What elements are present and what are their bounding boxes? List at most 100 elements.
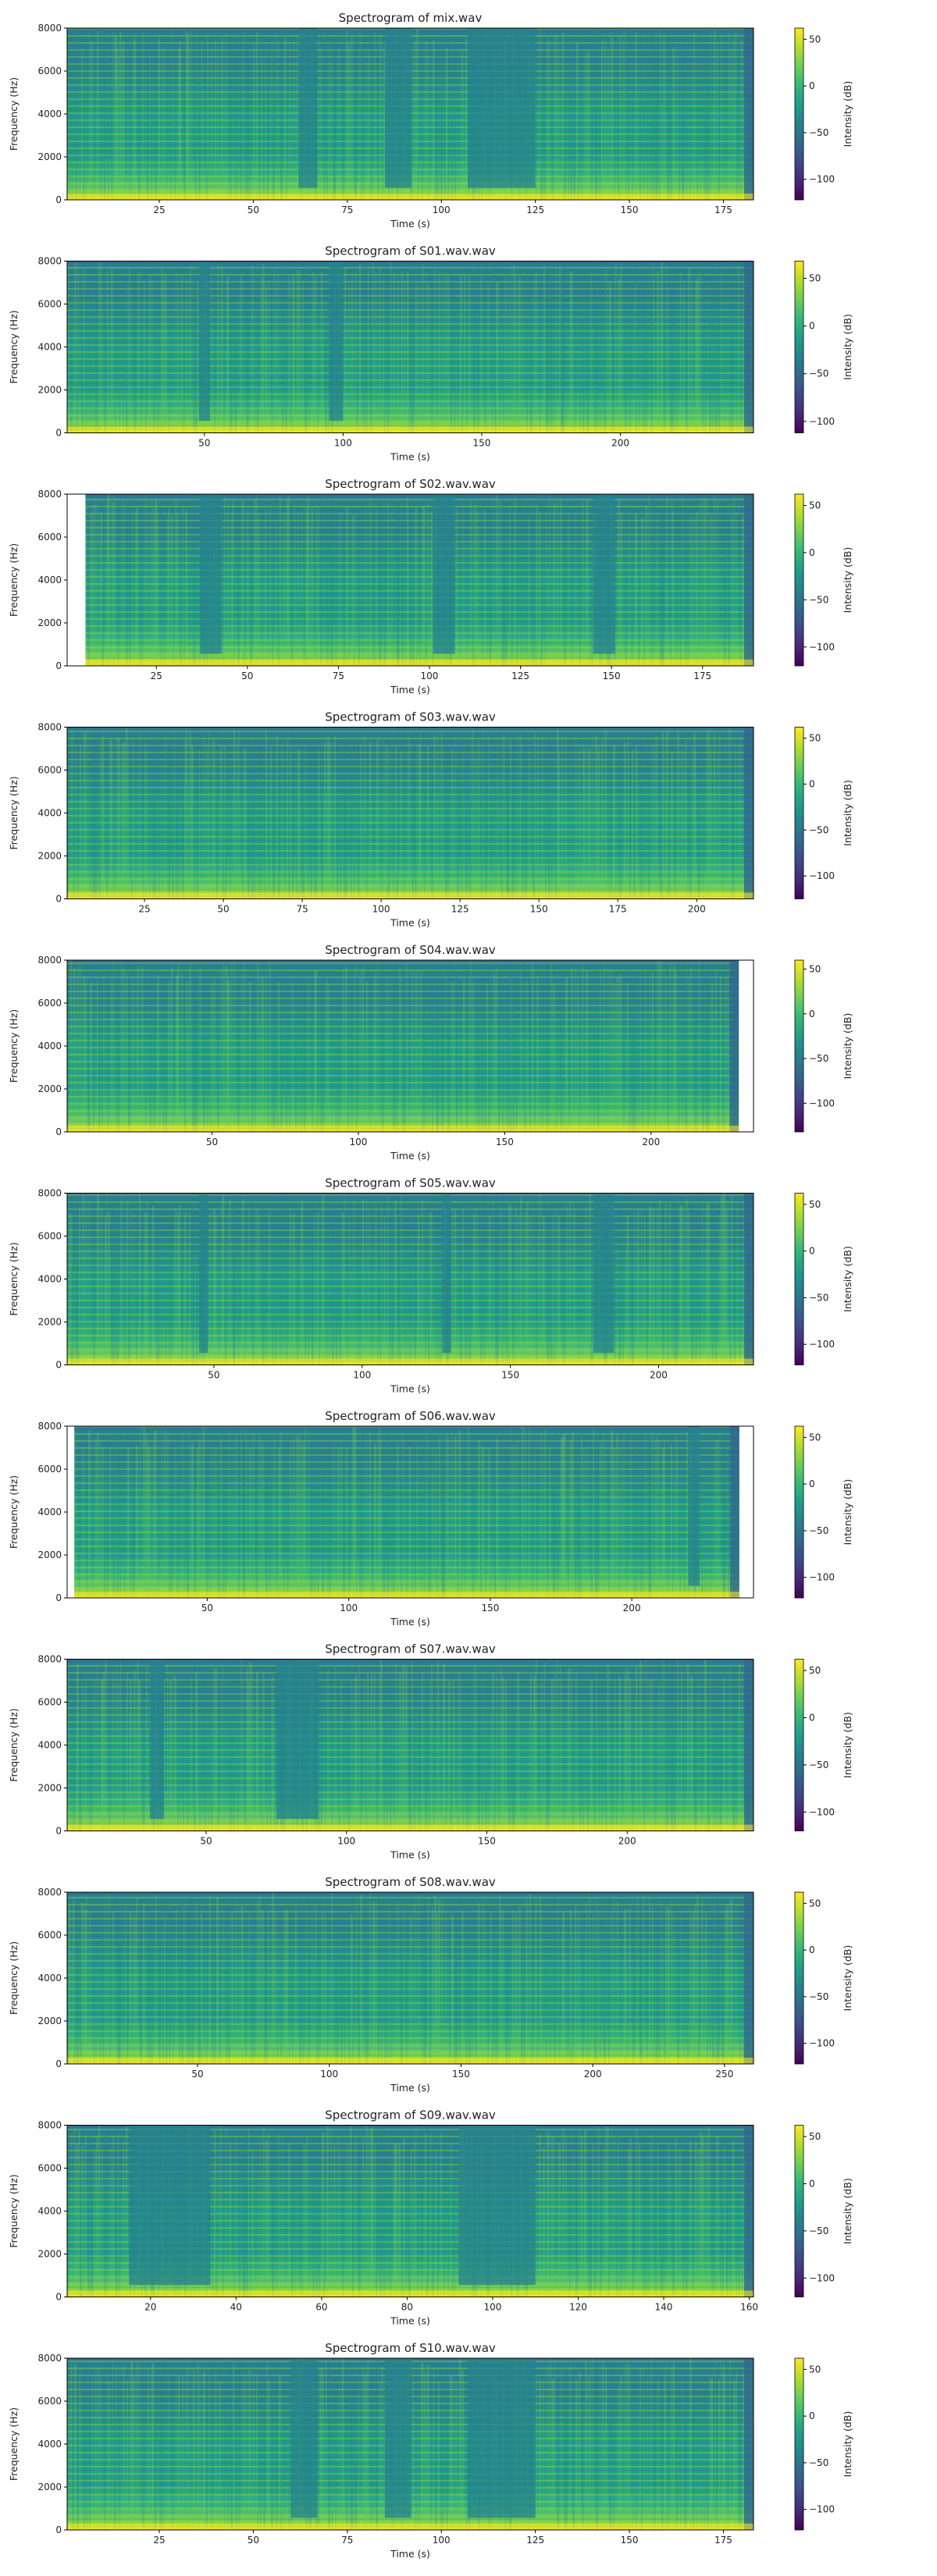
x-tick-label: 200 (611, 438, 629, 449)
colorbar-tick-label: −50 (809, 368, 828, 379)
x-tick-label: 125 (451, 904, 469, 915)
x-tick-label: 75 (296, 904, 308, 915)
spectrogram-image (67, 1659, 754, 1831)
colorbar-label: Intensity (dB) (842, 547, 853, 614)
colorbar-tick-label: −50 (809, 1525, 828, 1536)
colorbar: 50 0 −50 −100 Intensity (dB) (794, 1659, 853, 1831)
x-tick-label: 50 (198, 438, 210, 449)
y-tick-label: 4000 (37, 109, 62, 119)
y-tick-label: 0 (55, 1826, 62, 1837)
colorbar-label: Intensity (dB) (842, 1945, 853, 2012)
colorbar-label: Intensity (dB) (842, 1479, 853, 1546)
colorbar: 50 0 −50 −100 Intensity (dB) (794, 1425, 853, 1599)
colorbar-tick-label: −100 (809, 2038, 835, 2049)
y-tick-label: 4000 (37, 1041, 62, 1051)
x-tick-label: 175 (714, 2535, 732, 2546)
x-tick-label: 150 (603, 671, 621, 681)
x-tick-label: 125 (526, 2535, 544, 2546)
y-tick-label: 2000 (37, 2482, 62, 2492)
x-tick-label: 200 (642, 1137, 660, 1147)
colorbar: 50 0 −50 −100 Intensity (dB) (794, 727, 853, 899)
colorbar-label: Intensity (dB) (842, 314, 853, 380)
quiet-segment (290, 2358, 318, 2518)
y-tick-label: 0 (55, 2058, 62, 2069)
quiet-segment (458, 2125, 536, 2286)
spectrogram-panel: Spectrogram of S10.wav.wav 25 50 75 100 125 15… (8, 2341, 853, 2560)
spectrogram-image (67, 1193, 754, 1365)
colorbar: 50 0 −50 −100 Intensity (dB) (794, 959, 853, 1133)
y-axis-label: Frequency (Hz) (8, 1941, 20, 2015)
y-tick-label: 6000 (37, 2396, 62, 2407)
y-tick-label: 8000 (37, 955, 62, 966)
colorbar-tick-label: −50 (809, 127, 828, 138)
y-tick-label: 8000 (37, 23, 62, 34)
colorbar-tick-label: −100 (809, 642, 835, 653)
spectrogram-image (67, 2125, 754, 2297)
y-tick-label: 4000 (37, 1973, 62, 1984)
colorbar: 50 0 −50 −100 Intensity (dB) (794, 27, 853, 201)
colorbar-tick-label: −50 (809, 2457, 828, 2468)
x-tick-label: 200 (584, 2069, 602, 2080)
y-axis-label: Frequency (Hz) (8, 543, 20, 617)
chart-title: Spectrogram of S07.wav.wav (325, 1642, 496, 1656)
colorbar-tick-label: 0 (809, 80, 815, 91)
x-tick-label: 175 (609, 904, 627, 915)
y-tick-label: 8000 (37, 1654, 62, 1665)
x-tick-label: 175 (714, 205, 732, 215)
chart-title: Spectrogram of S08.wav.wav (325, 1875, 496, 1889)
colorbar-label: Intensity (dB) (842, 780, 853, 846)
y-axis-label: Frequency (Hz) (8, 776, 20, 849)
x-axis-label: Time (s) (390, 1150, 430, 1162)
spectrogram-image (67, 727, 754, 899)
colorbar-tick-label: 50 (809, 500, 821, 511)
colorbar-tick-label: −100 (809, 870, 835, 881)
spectrogram-image (67, 1892, 754, 2064)
colorbar-tick-label: 50 (809, 1199, 821, 1210)
quiet-segment (593, 494, 615, 654)
colorbar-tick-label: −100 (809, 1339, 835, 1350)
x-axis-label: Time (s) (390, 1383, 430, 1395)
x-tick-label: 150 (472, 438, 490, 449)
y-tick-label: 8000 (37, 256, 62, 267)
colorbar-tick-label: −100 (809, 2504, 835, 2515)
x-tick-label: 250 (715, 2069, 733, 2080)
colorbar-tick-label: 50 (809, 733, 821, 744)
x-axis-label: Time (s) (390, 2548, 430, 2560)
y-tick-label: 0 (55, 1126, 62, 1137)
colorbar-tick-label: 0 (809, 1944, 815, 1955)
y-tick-label: 6000 (37, 765, 62, 776)
y-tick-label: 0 (55, 194, 62, 205)
y-tick-label: 6000 (37, 2163, 62, 2174)
colorbar-tick-label: −50 (809, 2226, 828, 2236)
colorbar-tick-label: 0 (809, 321, 815, 332)
spectrogram-panel: Spectrogram of mix.wav 25 50 75 100 125 150 175… (8, 11, 853, 229)
x-tick-label: 200 (618, 1836, 636, 1847)
x-tick-label: 60 (315, 2302, 327, 2313)
spectrogram-panel: Spectrogram of S09.wav.wav 20 40 60 80 100 120… (8, 2108, 853, 2327)
y-tick-label: 4000 (37, 2439, 62, 2450)
x-tick-label: 150 (496, 1137, 514, 1147)
x-tick-label: 100 (353, 1370, 371, 1381)
x-tick-label: 100 (350, 1137, 368, 1147)
quiet-segment (593, 1193, 615, 1354)
chart-title: Spectrogram of S01.wav.wav (325, 244, 496, 258)
y-tick-label: 0 (55, 1360, 62, 1371)
colorbar-tick-label: 0 (809, 2411, 815, 2421)
x-tick-label: 120 (569, 2302, 587, 2313)
x-tick-label: 75 (341, 205, 353, 215)
y-tick-label: 2000 (37, 1783, 62, 1794)
y-tick-label: 6000 (37, 1231, 62, 1242)
y-tick-label: 8000 (37, 2353, 62, 2364)
chart-title: Spectrogram of S05.wav.wav (325, 1176, 496, 1190)
x-tick-label: 140 (655, 2302, 673, 2313)
colorbar: 50 0 −50 −100 Intensity (dB) (794, 1891, 853, 2065)
chart-title: Spectrogram of S09.wav.wav (325, 2108, 496, 2122)
y-tick-label: 8000 (37, 1421, 62, 1432)
colorbar-tick-label: 50 (809, 34, 821, 44)
colorbar-tick-label: 50 (809, 1898, 821, 1909)
